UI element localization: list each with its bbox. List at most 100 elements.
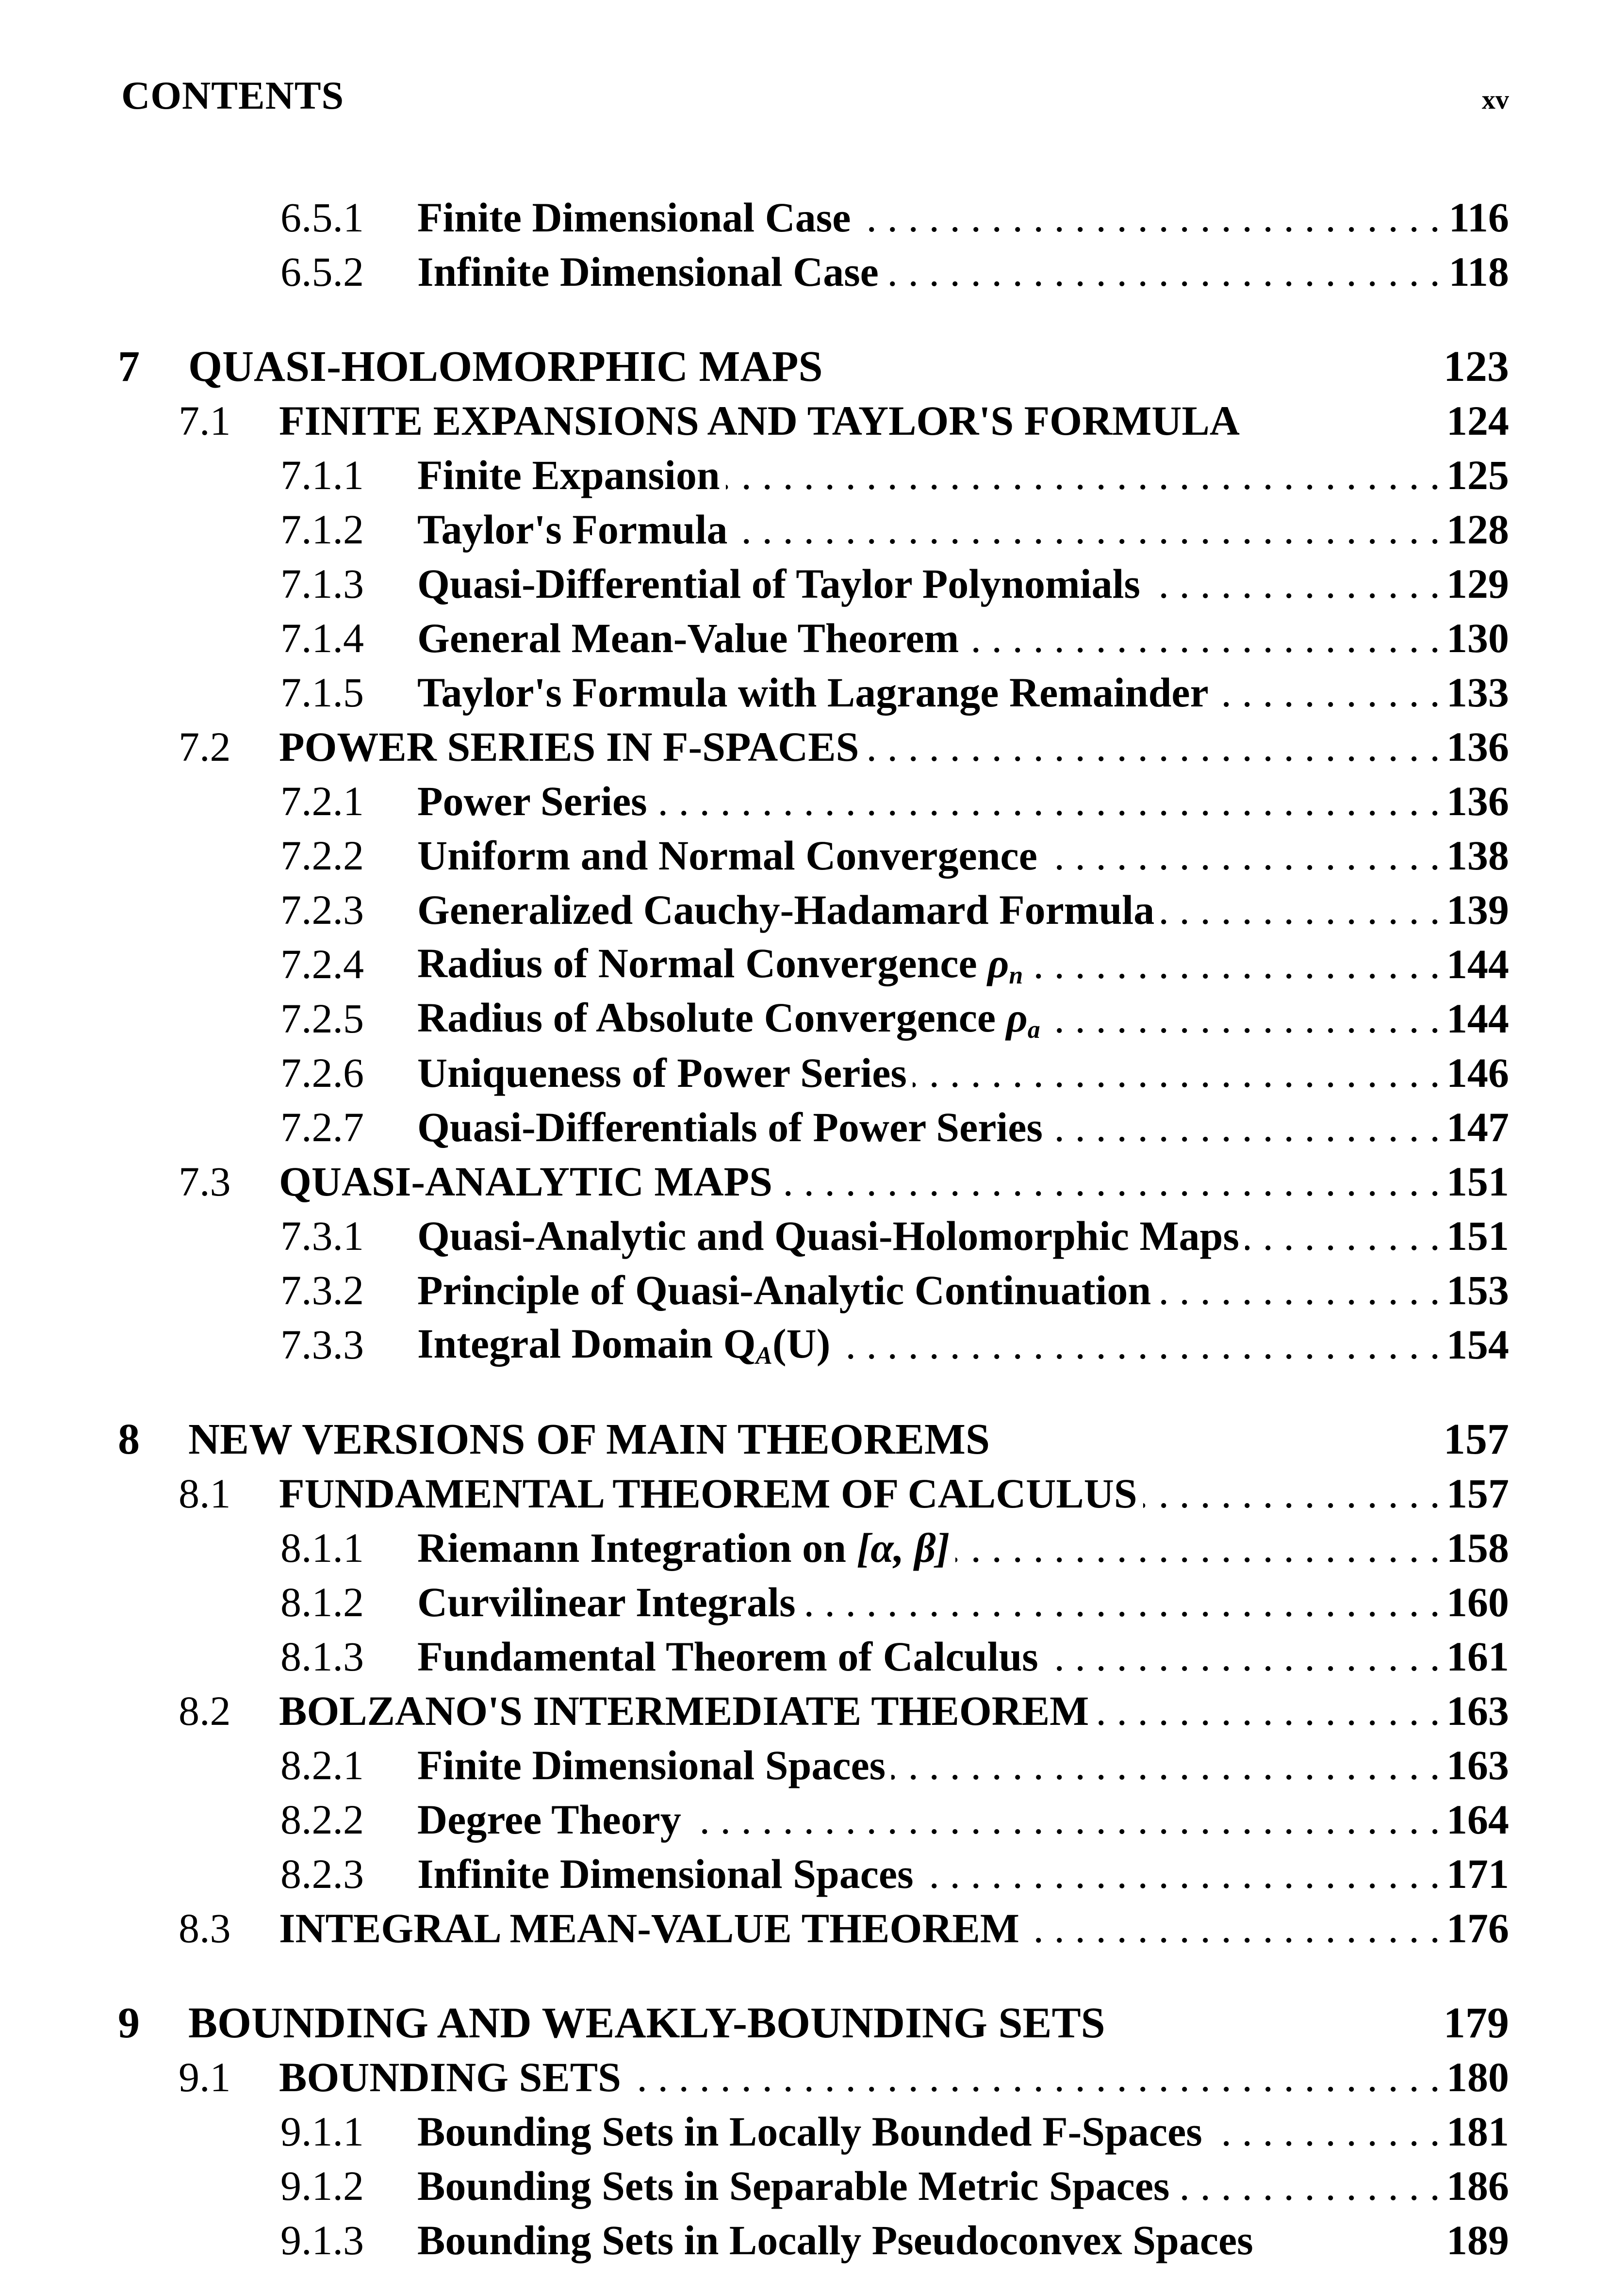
toc-subsection-entry[interactable]: 8.2.3 Infinite Dimensional Spaces. . . . … bbox=[118, 1847, 1509, 1901]
dot-leader: . . . . . . . . . . . . . . . . . . . . … bbox=[955, 1524, 1440, 1571]
entry-number: 9.1.2 bbox=[280, 2163, 364, 2209]
page-number: 151 bbox=[1446, 1158, 1509, 1205]
dot-leader: . . . . . . . . . . . . . . . . . . . . … bbox=[687, 1796, 1440, 1843]
dot-leader: . . . . . . . . . . . . . . . . . . . . … bbox=[1143, 1470, 1440, 1517]
toc-subsection-entry[interactable]: 7.1.4 General Mean-Value Theorem. . . . .… bbox=[118, 611, 1509, 665]
page-number: 139 bbox=[1446, 886, 1509, 933]
page-number: 136 bbox=[1446, 778, 1509, 824]
entry-number: 8.2.2 bbox=[280, 1796, 364, 1843]
entry-number: 7.3.1 bbox=[280, 1213, 364, 1259]
toc-subsection-entry[interactable]: 8.2.2 Degree Theory. . . . . . . . . . . … bbox=[118, 1792, 1509, 1847]
dot-leader: . . . . . . . . . . . . . . . . . . . . … bbox=[1208, 2108, 1440, 2155]
page-number: 123 bbox=[1444, 342, 1509, 391]
toc-subsection-entry[interactable]: 6.5.1 Finite Dimensional Case. . . . . . … bbox=[118, 190, 1509, 245]
dot-leader: . . . . . . . . . . . . . . . . . . . . … bbox=[778, 1158, 1440, 1205]
dot-leader: . . . . . . . . . . . . . . . . . . . . … bbox=[1049, 1104, 1440, 1150]
entry-title: Finite Dimensional Case bbox=[417, 194, 851, 241]
toc-section-entry[interactable]: 8.2 BOLZANO'S INTERMEDIATE THEOREM. . . .… bbox=[118, 1684, 1509, 1738]
dot-leader: . . . . . . . . . . . . . . . . . . . . … bbox=[1043, 832, 1440, 879]
entry-number: 7.2.1 bbox=[280, 778, 364, 824]
entry-number: 8.1.2 bbox=[280, 1579, 364, 1625]
entry-number: 8.2.1 bbox=[280, 1742, 364, 1788]
page-number: 124 bbox=[1446, 397, 1509, 444]
dot-leader: . . . . . . . . . . . . . . . . . . . . … bbox=[1214, 669, 1440, 716]
entry-title: Radius of Absolute Convergence ρa bbox=[417, 994, 1040, 1044]
toc-subsection-entry[interactable]: 7.2.3 Generalized Cauchy-Hadamard Formula… bbox=[118, 883, 1509, 937]
toc-subsection-entry[interactable]: 8.1.1 Riemann Integration on [α, β]. . . … bbox=[118, 1521, 1509, 1575]
toc-section-entry[interactable]: 8.3 INTEGRAL MEAN-VALUE THEOREM. . . . . … bbox=[118, 1901, 1509, 1955]
toc-section-entry[interactable]: 8.1 FUNDAMENTAL THEOREM OF CALCULUS. . . … bbox=[118, 1466, 1509, 1521]
toc-subsection-entry[interactable]: 7.1.3 Quasi-Differential of Taylor Polyno… bbox=[118, 557, 1509, 611]
entry-title: Radius of Normal Convergence ρn bbox=[417, 939, 1023, 989]
page-number: 180 bbox=[1446, 2054, 1509, 2100]
toc-subsection-entry[interactable]: 7.1.1 Finite Expansion. . . . . . . . . .… bbox=[118, 448, 1509, 502]
page-number: 116 bbox=[1448, 194, 1509, 241]
page-number: 189 bbox=[1446, 2217, 1509, 2263]
entry-number: 8.1.3 bbox=[280, 1633, 364, 1680]
toc-subsection-entry[interactable]: 7.3.2 Principle of Quasi-Analytic Continu… bbox=[118, 1263, 1509, 1317]
dot-leader: . . . . . . . . . . . . . . . . . . . . … bbox=[965, 615, 1440, 661]
dot-leader: . . . . . . . . . . . . . . . . . . . . … bbox=[1175, 2163, 1440, 2209]
entry-number: 6.5.2 bbox=[280, 248, 364, 295]
toc-section-entry[interactable]: 7.2 POWER SERIES IN F-SPACES. . . . . . .… bbox=[118, 720, 1509, 774]
entry-number: 7.2.4 bbox=[280, 941, 364, 987]
math-symbol: ρ bbox=[987, 939, 1009, 986]
toc-subsection-entry[interactable]: 7.3.1 Quasi-Analytic and Quasi-Holomorphi… bbox=[118, 1209, 1509, 1263]
toc-subsection-entry[interactable]: 7.3.3 Integral Domain QA(U). . . . . . . … bbox=[118, 1317, 1509, 1372]
toc-section-entry[interactable]: 7.1 FINITE EXPANSIONS AND TAYLOR'S FORMUL… bbox=[118, 393, 1509, 448]
toc-subsection-entry[interactable]: 8.1.2 Curvilinear Integrals. . . . . . . … bbox=[118, 1575, 1509, 1629]
toc-subsection-entry[interactable]: 9.1.2 Bounding Sets in Separable Metric S… bbox=[118, 2159, 1509, 2213]
toc-subsection-entry[interactable]: 9.1.1 Bounding Sets in Locally Bounded F-… bbox=[118, 2104, 1509, 2159]
math-subscript: a bbox=[1027, 1016, 1040, 1044]
entry-title: Uniqueness of Power Series bbox=[417, 1049, 907, 1096]
toc-section-entry[interactable]: 9.1 BOUNDING SETS. . . . . . . . . . . . … bbox=[118, 2050, 1509, 2104]
toc-subsection-entry[interactable]: 7.2.6 Uniqueness of Power Series. . . . .… bbox=[118, 1046, 1509, 1100]
toc-subsection-entry[interactable]: 7.2.2 Uniform and Normal Convergence. . .… bbox=[118, 828, 1509, 883]
toc-subsection-entry[interactable]: 8.2.1 Finite Dimensional Spaces. . . . . … bbox=[118, 1738, 1509, 1792]
dot-leader: . . . . . . . . . . . . . . . . . . . . … bbox=[885, 248, 1440, 295]
dot-leader: . . . . . . . . . . . . . . . . . . . . … bbox=[1157, 1267, 1440, 1313]
entry-number: 8.1 bbox=[179, 1470, 231, 1517]
toc-subsection-entry[interactable]: 7.1.2 Taylor's Formula. . . . . . . . . .… bbox=[118, 502, 1509, 557]
entry-title: BOUNDING AND WEAKLY-BOUNDING SETS bbox=[188, 1999, 1105, 2047]
entry-title: Fundamental Theorem of Calculus bbox=[417, 1633, 1038, 1680]
page-number: 138 bbox=[1446, 832, 1509, 879]
toc-subsection-entry[interactable]: 6.5.2 Infinite Dimensional Case. . . . . … bbox=[118, 245, 1509, 299]
toc-section-entry[interactable]: 7.3 QUASI-ANALYTIC MAPS. . . . . . . . . … bbox=[118, 1154, 1509, 1209]
page-number: 153 bbox=[1446, 1267, 1509, 1313]
entry-title: Generalized Cauchy-Hadamard Formula bbox=[417, 886, 1155, 933]
entry-title: Power Series bbox=[417, 778, 647, 824]
entry-number: 7.2.7 bbox=[280, 1104, 364, 1150]
entry-number: 8.2 bbox=[179, 1688, 231, 1734]
entry-number: 9.1.1 bbox=[280, 2108, 364, 2155]
dot-leader: . . . . . . . . . . . . . . . . . . . . … bbox=[726, 452, 1440, 498]
entry-number: 7 bbox=[118, 342, 140, 391]
entry-title: NEW VERSIONS OF MAIN THEOREMS bbox=[188, 1415, 990, 1463]
toc-subsection-entry[interactable]: 7.1.5 Taylor's Formula with Lagrange Rema… bbox=[118, 665, 1509, 720]
toc-subsection-entry[interactable]: 7.2.4 Radius of Normal Convergence ρn. . … bbox=[118, 937, 1509, 991]
page-number: 160 bbox=[1446, 1579, 1509, 1625]
dot-leader: . . . . . . . . . . . . . . . . . . . . … bbox=[1025, 1905, 1440, 1951]
page-number: 157 bbox=[1446, 1470, 1509, 1517]
dot-leader: . . . . . . . . . . . . . . . . . . . . … bbox=[1095, 1688, 1440, 1734]
toc-subsection-entry[interactable]: 9.1.3 Bounding Sets in Locally Pseudoconv… bbox=[118, 2213, 1509, 2267]
math-subscript: A bbox=[755, 1342, 772, 1370]
page-number: 118 bbox=[1448, 248, 1509, 295]
entry-number: 7.2.3 bbox=[280, 886, 364, 933]
dot-leader: . . . . . . . . . . . . . . . . . . . . … bbox=[1029, 941, 1440, 987]
toc-subsection-entry[interactable]: 8.1.3 Fundamental Theorem of Calculus. . … bbox=[118, 1629, 1509, 1684]
dot-leader: . . . . . . . . . . . . . . . . . . . . … bbox=[919, 1851, 1440, 1897]
toc-subsection-entry[interactable]: 7.2.1 Power Series. . . . . . . . . . . .… bbox=[118, 774, 1509, 828]
math-symbol: ρ bbox=[1006, 994, 1028, 1041]
dot-leader: . . . . . . . . . . . . . . . . . . . . … bbox=[856, 194, 1440, 241]
entry-number: 7.3 bbox=[179, 1158, 231, 1205]
entry-title: Bounding Sets in Locally Pseudoconvex Sp… bbox=[417, 2217, 1253, 2263]
entry-title: POWER SERIES IN F-SPACES bbox=[279, 723, 859, 770]
toc-subsection-entry[interactable]: 7.2.7 Quasi-Differentials of Power Series… bbox=[118, 1100, 1509, 1154]
toc-subsection-entry[interactable]: 7.2.5 Radius of Absolute Convergence ρa. … bbox=[118, 991, 1509, 1046]
entry-number: 7.1.3 bbox=[280, 560, 364, 607]
page-number: 158 bbox=[1446, 1524, 1509, 1571]
